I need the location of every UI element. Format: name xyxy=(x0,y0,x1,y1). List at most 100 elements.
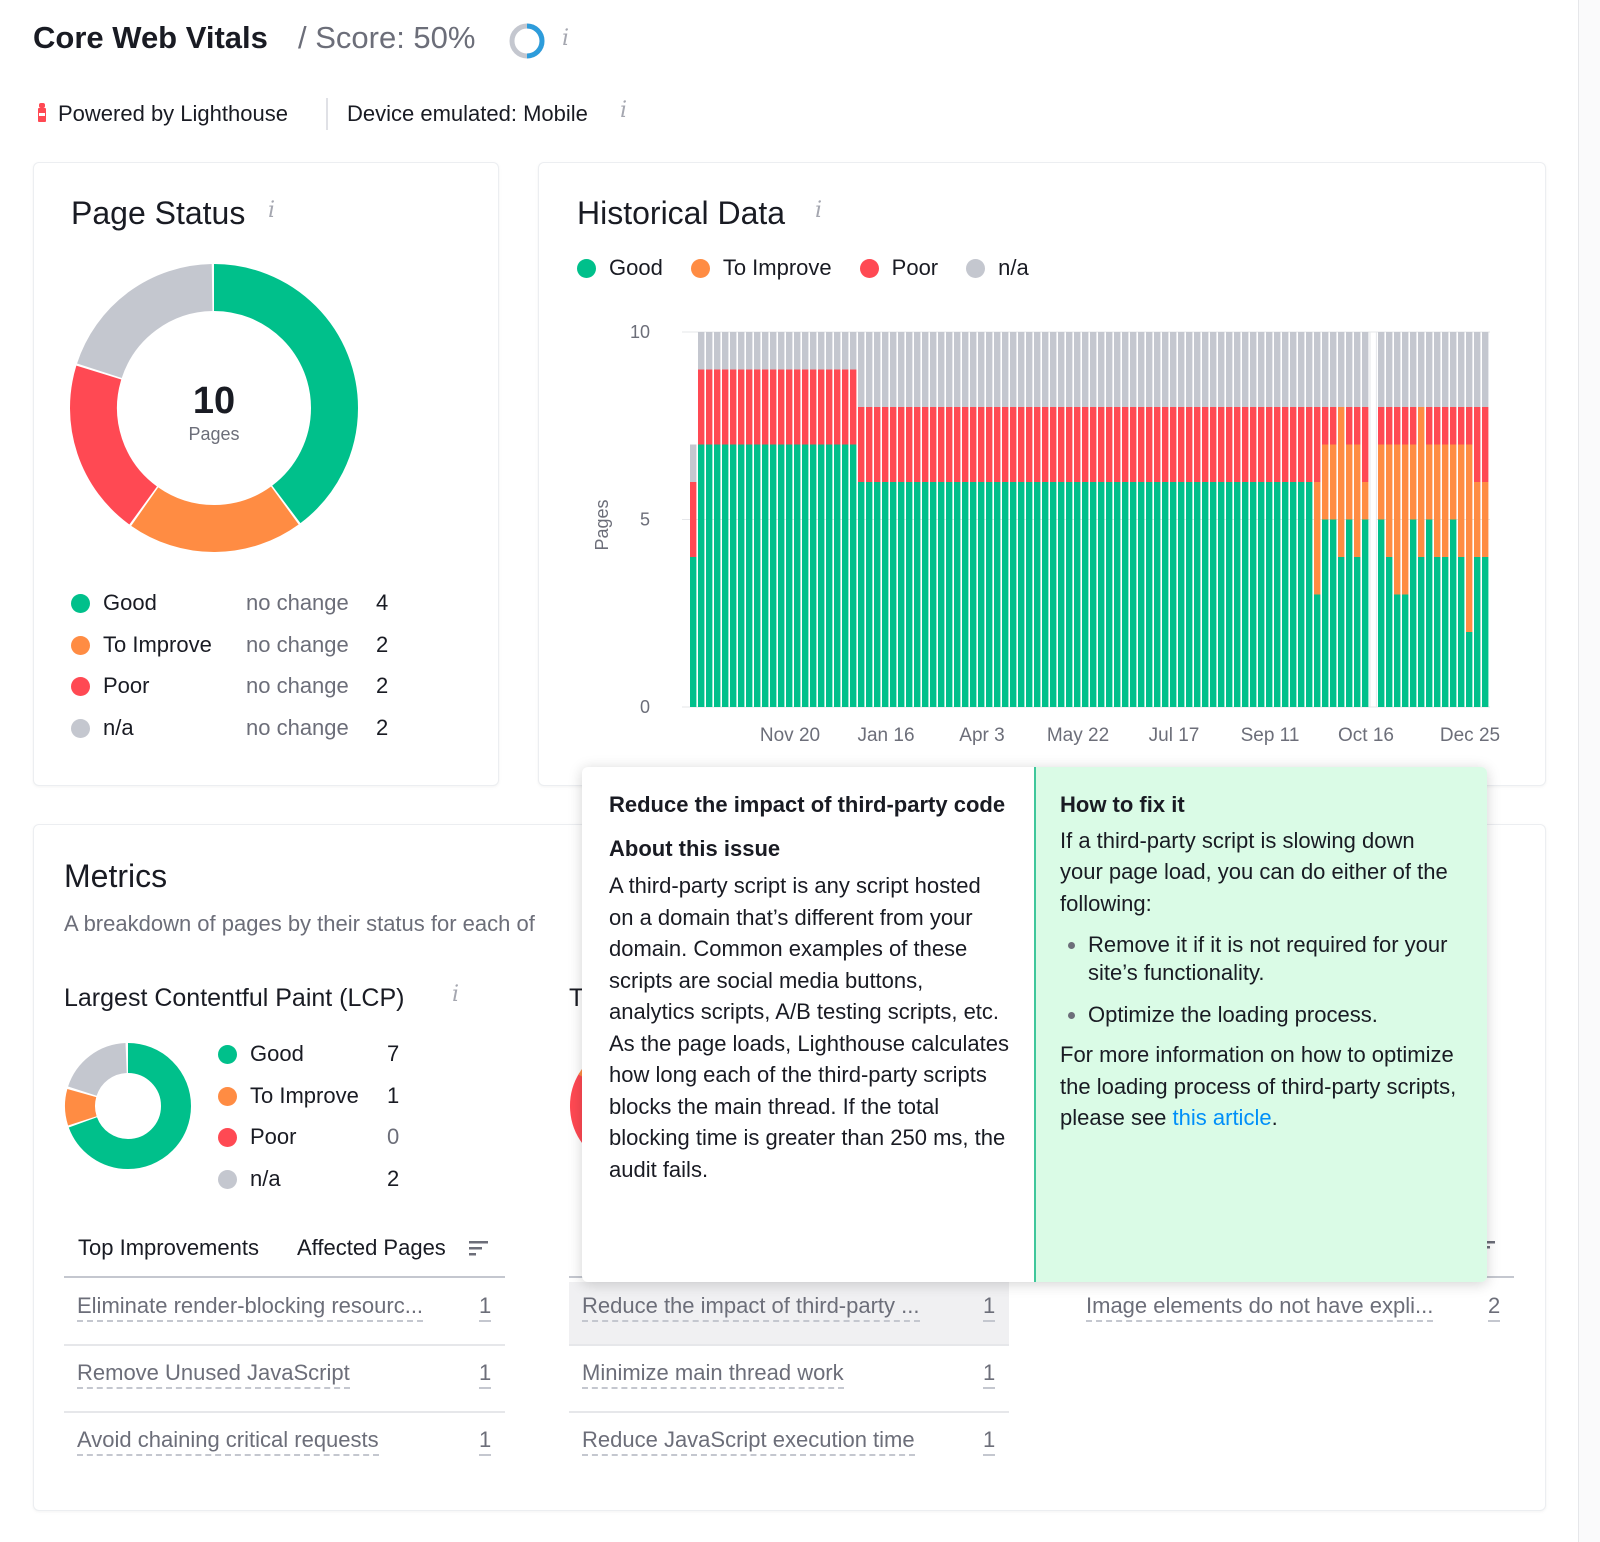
bar-segment-good[interactable] xyxy=(714,444,721,708)
bar-segment-good[interactable] xyxy=(1306,482,1313,707)
info-icon[interactable]: i xyxy=(815,198,823,223)
bar-segment-poor[interactable] xyxy=(1034,407,1041,482)
bar-segment-to-improve[interactable] xyxy=(1354,444,1361,558)
bar-segment-poor[interactable] xyxy=(1426,407,1433,445)
bar-segment-good[interactable] xyxy=(770,444,777,708)
bar-segment-poor[interactable] xyxy=(1442,407,1449,445)
bar-segment-na[interactable] xyxy=(730,332,737,370)
bar-segment-good[interactable] xyxy=(898,482,905,707)
bar-segment-na[interactable] xyxy=(954,332,961,407)
bar-segment-poor[interactable] xyxy=(922,407,929,482)
bar-segment-poor[interactable] xyxy=(914,407,921,482)
donut-segment-poor[interactable] xyxy=(70,264,358,552)
bar-segment-good[interactable] xyxy=(1186,482,1193,707)
this-article-link[interactable]: this article xyxy=(1172,1105,1272,1130)
bar-segment-poor[interactable] xyxy=(1250,407,1257,482)
improvement-link[interactable]: Avoid chaining critical requests xyxy=(77,1427,379,1456)
bar-segment-good[interactable] xyxy=(1106,482,1113,707)
bar-segment-good[interactable] xyxy=(1122,482,1129,707)
bar-segment-poor[interactable] xyxy=(1234,407,1241,482)
bar-segment-na[interactable] xyxy=(738,332,745,370)
bar-segment-good[interactable] xyxy=(890,482,897,707)
bar-segment-na[interactable] xyxy=(1234,332,1241,407)
bar-segment-good[interactable] xyxy=(706,444,713,708)
bar-segment-good[interactable] xyxy=(1258,482,1265,707)
bar-segment-good[interactable] xyxy=(946,482,953,707)
scrollbar-track[interactable] xyxy=(1578,0,1600,1542)
bar-segment-poor[interactable] xyxy=(1098,407,1105,482)
bar-segment-na[interactable] xyxy=(1346,332,1353,407)
bar-segment-na[interactable] xyxy=(690,444,697,483)
bar-segment-na[interactable] xyxy=(1386,332,1393,407)
bar-segment-poor[interactable] xyxy=(754,369,761,445)
bar-segment-na[interactable] xyxy=(946,332,953,407)
bar-segment-good[interactable] xyxy=(1250,482,1257,707)
bar-segment-poor[interactable] xyxy=(1410,407,1417,445)
improvement-link[interactable]: Image elements do not have expli... xyxy=(1086,1293,1434,1322)
bar-segment-poor[interactable] xyxy=(1458,407,1465,445)
bar-segment-poor[interactable] xyxy=(1154,407,1161,482)
bar-segment-na[interactable] xyxy=(1378,332,1385,407)
bar-segment-good[interactable] xyxy=(1426,519,1433,708)
bar-segment-good[interactable] xyxy=(1466,632,1473,707)
bar-segment-poor[interactable] xyxy=(1114,407,1121,482)
legend-na[interactable]: n/a xyxy=(966,255,1029,281)
bar-segment-na[interactable] xyxy=(1242,332,1249,407)
bar-segment-good[interactable] xyxy=(722,444,729,708)
bar-segment-poor[interactable] xyxy=(826,369,833,445)
bar-segment-na[interactable] xyxy=(1010,332,1017,407)
bar-segment-poor[interactable] xyxy=(1322,407,1329,445)
bar-segment-poor[interactable] xyxy=(1106,407,1113,482)
bar-segment-poor[interactable] xyxy=(1242,407,1249,482)
affected-pages-count[interactable]: 1 xyxy=(983,1360,996,1389)
bar-segment-na[interactable] xyxy=(1002,332,1009,407)
bar-segment-poor[interactable] xyxy=(1194,407,1201,482)
bar-segment-poor[interactable] xyxy=(1074,407,1081,482)
bar-segment-na[interactable] xyxy=(754,332,761,370)
bar-segment-poor[interactable] xyxy=(802,369,809,445)
bar-segment-poor[interactable] xyxy=(1394,407,1401,445)
bar-segment-na[interactable] xyxy=(850,332,857,370)
bar-segment-poor[interactable] xyxy=(738,369,745,445)
bar-segment-na[interactable] xyxy=(1442,332,1449,407)
bar-segment-good[interactable] xyxy=(1298,482,1305,707)
bar-segment-good[interactable] xyxy=(906,482,913,707)
bar-segment-poor[interactable] xyxy=(1018,407,1025,482)
bar-segment-poor[interactable] xyxy=(1050,407,1057,482)
bar-segment-na[interactable] xyxy=(1154,332,1161,407)
bar-segment-na[interactable] xyxy=(1338,332,1345,407)
bar-segment-good[interactable] xyxy=(1146,482,1153,707)
bar-segment-poor[interactable] xyxy=(1178,407,1185,482)
bar-segment-poor[interactable] xyxy=(866,407,873,482)
bar-segment-to-improve[interactable] xyxy=(1450,444,1457,520)
bar-segment-na[interactable] xyxy=(698,332,705,370)
bar-segment-na[interactable] xyxy=(1474,332,1481,407)
bar-segment-na[interactable] xyxy=(1258,332,1265,407)
bar-segment-poor[interactable] xyxy=(706,369,713,445)
bar-segment-poor[interactable] xyxy=(1186,407,1193,482)
bar-segment-good[interactable] xyxy=(1042,482,1049,707)
bar-segment-good[interactable] xyxy=(1138,482,1145,707)
bar-segment-good[interactable] xyxy=(818,444,825,708)
bar-segment-poor[interactable] xyxy=(1162,407,1169,482)
bar-segment-good[interactable] xyxy=(690,557,697,707)
bar-segment-na[interactable] xyxy=(1210,332,1217,407)
bar-segment-na[interactable] xyxy=(1162,332,1169,407)
bar-segment-to-improve[interactable] xyxy=(1314,482,1321,595)
bar-segment-na[interactable] xyxy=(1050,332,1057,407)
bar-segment-na[interactable] xyxy=(1282,332,1289,407)
bar-segment-good[interactable] xyxy=(914,482,921,707)
bar-segment-good[interactable] xyxy=(866,482,873,707)
bar-segment-poor[interactable] xyxy=(978,407,985,482)
bar-segment-na[interactable] xyxy=(874,332,881,407)
bar-segment-to-improve[interactable] xyxy=(1394,444,1401,595)
donut-segment-to-improve[interactable] xyxy=(70,264,358,552)
bar-segment-poor[interactable] xyxy=(1026,407,1033,482)
bar-segment-poor[interactable] xyxy=(1138,407,1145,482)
bar-segment-good[interactable] xyxy=(738,444,745,708)
bar-segment-poor[interactable] xyxy=(890,407,897,482)
bar-segment-na[interactable] xyxy=(890,332,897,407)
bar-segment-poor[interactable] xyxy=(1226,407,1233,482)
bar-segment-poor[interactable] xyxy=(962,407,969,482)
bar-segment-na[interactable] xyxy=(778,332,785,370)
